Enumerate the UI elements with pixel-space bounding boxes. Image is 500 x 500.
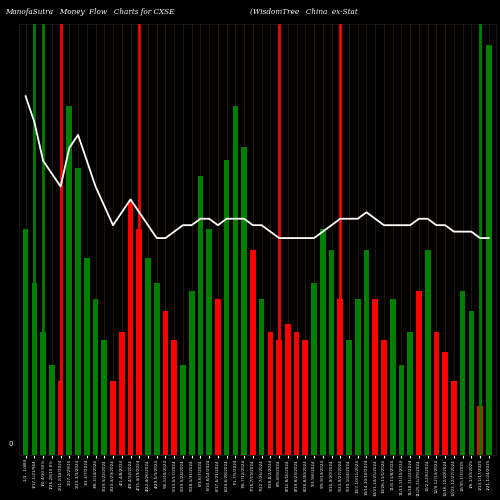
Bar	[408, 332, 413, 455]
Bar	[215, 299, 220, 455]
Bar	[242, 147, 247, 455]
Bar	[268, 332, 273, 455]
Bar	[119, 332, 124, 455]
Bar	[434, 332, 439, 455]
Text: (WisdomTree   China  ex-Stat: (WisdomTree China ex-Stat	[250, 8, 358, 16]
Bar	[259, 299, 264, 455]
Bar	[49, 364, 54, 455]
Bar	[451, 381, 456, 455]
Bar	[172, 340, 177, 455]
Bar	[328, 250, 334, 455]
Bar	[294, 332, 300, 455]
Bar	[372, 299, 378, 455]
Bar	[311, 282, 317, 455]
Bar	[478, 406, 483, 455]
Bar	[486, 44, 492, 455]
Bar	[442, 352, 448, 455]
Bar	[110, 381, 116, 455]
Bar	[198, 176, 203, 455]
Bar	[180, 364, 186, 455]
Bar	[250, 250, 256, 455]
Bar	[276, 340, 282, 455]
Bar	[206, 230, 212, 455]
Bar	[285, 324, 290, 455]
Bar	[460, 291, 466, 455]
Bar	[102, 340, 107, 455]
Bar	[58, 381, 64, 455]
Bar	[398, 364, 404, 455]
Bar	[346, 340, 352, 455]
Bar	[355, 299, 360, 455]
Bar	[136, 230, 142, 455]
Bar	[338, 299, 343, 455]
Bar	[390, 299, 396, 455]
Bar	[381, 340, 387, 455]
Bar	[75, 168, 81, 455]
Bar	[92, 299, 98, 455]
Bar	[145, 258, 151, 455]
Bar	[128, 200, 134, 455]
Bar	[189, 291, 194, 455]
Bar	[302, 340, 308, 455]
Bar	[468, 312, 474, 455]
Bar	[23, 230, 28, 455]
Bar	[224, 160, 230, 455]
Text: 0: 0	[8, 440, 12, 446]
Bar	[32, 282, 37, 455]
Bar	[84, 258, 89, 455]
Bar	[66, 106, 72, 455]
Bar	[232, 106, 238, 455]
Text: ManofaSutra   Money  Flow   Charts for CXSE: ManofaSutra Money Flow Charts for CXSE	[5, 8, 174, 16]
Bar	[425, 250, 430, 455]
Bar	[320, 230, 326, 455]
Bar	[162, 312, 168, 455]
Bar	[364, 250, 370, 455]
Bar	[416, 291, 422, 455]
Bar	[40, 332, 46, 455]
Bar	[154, 282, 160, 455]
